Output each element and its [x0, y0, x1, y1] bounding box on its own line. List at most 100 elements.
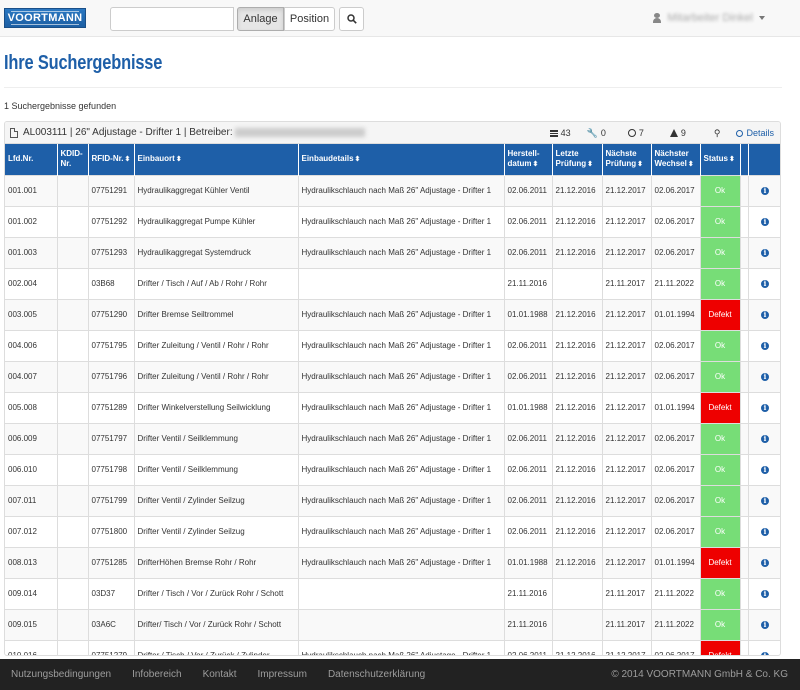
footer-link-infobereich[interactable]: Infobereich — [132, 669, 182, 680]
cell-rfid-nr: 07751292 — [88, 205, 135, 237]
col-einbaudetails[interactable]: Einbaudetails⬍ — [298, 144, 505, 175]
footer-link-nutzungsbedingungen[interactable]: Nutzungsbedingungen — [11, 669, 112, 680]
cell-letzte-pruefung: 21.12.2016 — [552, 515, 603, 547]
col-einbauort[interactable]: Einbauort⬍ — [134, 144, 299, 175]
redacted-text — [234, 128, 365, 137]
col-herstelldatum[interactable]: Herstell-datum⬍ — [504, 144, 553, 175]
table-row[interactable]: 006.010 07751798 Drifter Ventil / Seilklem… — [5, 453, 780, 485]
col-naechste-pruefung[interactable]: Nächste Prüfung⬍ — [602, 144, 652, 175]
paperclip-icon[interactable]: ⚲ — [713, 127, 721, 138]
col-lfd-nr[interactable]: Lfd.Nr. — [5, 144, 58, 175]
cell-status: Ok — [700, 515, 741, 547]
cell-info[interactable]: i — [748, 453, 780, 485]
footer: Nutzungsbedingungen Infobereich Kontakt … — [0, 659, 800, 690]
search-button[interactable] — [339, 7, 364, 31]
info-icon[interactable]: i — [761, 218, 769, 226]
info-icon[interactable]: i — [761, 373, 769, 381]
cell-einbauort: Drifter Zuleitung / Ventil / Rohr / Rohr — [134, 360, 299, 392]
cell-info[interactable]: i — [748, 515, 780, 547]
col-letzte-pruefung[interactable]: Letzte Prüfung⬍ — [552, 144, 603, 175]
copyright: © 2014 VOORTMANN GmbH & Co. KG — [611, 669, 788, 680]
cell-herstelldatum: 01.01.1988 — [504, 298, 553, 330]
details-link[interactable]: Details — [736, 128, 774, 138]
cell-naechster-wechsel: 21.11.2022 — [651, 577, 701, 609]
cell-spacer — [740, 267, 749, 299]
cell-lfd-nr: 004.006 — [5, 329, 58, 361]
table-row[interactable]: 003.005 07751290 Drifter Bremse Seiltromme… — [5, 298, 780, 330]
cell-info[interactable]: i — [748, 422, 780, 454]
anlage-toggle-button[interactable]: Anlage — [237, 7, 284, 31]
info-icon[interactable]: i — [761, 528, 769, 536]
cell-letzte-pruefung: 21.12.2016 — [552, 205, 603, 237]
cell-info[interactable]: i — [748, 236, 780, 268]
search-icon — [346, 14, 357, 24]
cell-rfid-nr: 07751291 — [88, 174, 135, 206]
footer-link-impressum[interactable]: Impressum — [257, 669, 307, 680]
cell-naechste-pruefung: 21.12.2017 — [602, 174, 652, 206]
info-icon[interactable]: i — [761, 559, 769, 567]
cell-info[interactable]: i — [748, 298, 780, 330]
cell-info[interactable]: i — [748, 484, 780, 516]
table-row[interactable]: 001.002 07751292 Hydraulikaggregat Pumpe K… — [5, 205, 780, 237]
footer-link-datenschutz[interactable]: Datenschutzerklärung — [327, 669, 426, 680]
cell-lfd-nr: 006.010 — [5, 453, 58, 485]
cell-info[interactable]: i — [748, 546, 780, 578]
table-row[interactable]: 009.015 03A6C Drifter/ Tisch / Vor / Zurüc… — [5, 608, 780, 640]
cell-einbaudetails: Hydraulikschlauch nach Maß 26" Adjustage… — [298, 174, 505, 206]
info-icon[interactable]: i — [761, 249, 769, 257]
table-row[interactable]: 001.003 07751293 Hydraulikaggregat Systemd… — [5, 236, 780, 268]
position-toggle-button[interactable]: Position — [284, 7, 335, 31]
table-row[interactable]: 007.011 07751799 Drifter Ventil / Zylinder… — [5, 484, 780, 516]
info-icon[interactable]: i — [761, 311, 769, 319]
col-naechster-wechsel[interactable]: Nächster Wechsel⬍ — [651, 144, 701, 175]
cell-info[interactable]: i — [748, 329, 780, 361]
footer-link-kontakt[interactable]: Kontakt — [202, 669, 237, 680]
cell-letzte-pruefung: 21.12.2016 — [552, 298, 603, 330]
cell-info[interactable]: i — [748, 205, 780, 237]
info-icon[interactable]: i — [761, 435, 769, 443]
cell-info[interactable]: i — [748, 639, 780, 655]
col-kdid-nr[interactable]: KDID-Nr. — [57, 144, 89, 175]
info-icon[interactable]: i — [761, 404, 769, 412]
table-row[interactable]: 002.004 03B68 Drifter / Tisch / Auf / Ab /… — [5, 267, 780, 299]
table-row[interactable]: 006.009 07751797 Drifter Ventil / Seilklem… — [5, 422, 780, 454]
table-row[interactable]: 001.001 07751291 Hydraulikaggregat Kühler … — [5, 174, 780, 206]
cell-naechste-pruefung: 21.12.2017 — [602, 236, 652, 268]
info-icon[interactable]: i — [761, 652, 769, 655]
table-row[interactable]: 005.008 07751289 Drifter Winkelverstellung… — [5, 391, 780, 423]
table-row[interactable]: 004.006 07751795 Drifter Zuleitung / Venti… — [5, 329, 780, 361]
cell-status: Defekt — [700, 298, 741, 330]
cell-rfid-nr: 03B68 — [88, 267, 135, 299]
info-icon[interactable]: i — [761, 497, 769, 505]
cell-rfid-nr: 07751800 — [88, 515, 135, 547]
info-icon[interactable]: i — [761, 590, 769, 598]
voortmann-logo[interactable]: VOORTMANN — [4, 8, 86, 28]
cell-naechster-wechsel: 01.01.1994 — [651, 391, 701, 423]
info-icon[interactable]: i — [761, 466, 769, 474]
cell-naechste-pruefung: 21.12.2017 — [602, 205, 652, 237]
search-input[interactable] — [110, 7, 234, 31]
table-row[interactable]: 010.016 07751279 Drifter / Tisch / Vor / Z… — [5, 639, 780, 655]
info-icon[interactable]: i — [761, 621, 769, 629]
sort-icon: ⬍ — [124, 155, 131, 163]
col-rfid-nr[interactable]: RFID-Nr.⬍ — [88, 144, 135, 175]
table-row[interactable]: 004.007 07751796 Drifter Zuleitung / Venti… — [5, 360, 780, 392]
info-icon[interactable]: i — [761, 342, 769, 350]
cell-naechster-wechsel: 02.06.2017 — [651, 360, 701, 392]
cell-rfid-nr: 07751797 — [88, 422, 135, 454]
cell-info[interactable]: i — [748, 608, 780, 640]
info-icon[interactable]: i — [761, 280, 769, 288]
cell-info[interactable]: i — [748, 391, 780, 423]
table-row[interactable]: 008.013 07751285 DrifterHöhen Bremse Rohr … — [5, 546, 780, 578]
info-icon[interactable]: i — [761, 187, 769, 195]
cell-info[interactable]: i — [748, 174, 780, 206]
cell-info[interactable]: i — [748, 360, 780, 392]
table-row[interactable]: 007.012 07751800 Drifter Ventil / Zylinder… — [5, 515, 780, 547]
cell-letzte-pruefung — [552, 577, 603, 609]
cell-rfid-nr: 03D37 — [88, 577, 135, 609]
user-menu[interactable]: Mitarbeiter Dinkel — [653, 12, 765, 24]
table-row[interactable]: 009.014 03D37 Drifter / Tisch / Vor / Zurü… — [5, 577, 780, 609]
col-status[interactable]: Status⬍ — [700, 144, 741, 175]
cell-info[interactable]: i — [748, 267, 780, 299]
cell-info[interactable]: i — [748, 577, 780, 609]
